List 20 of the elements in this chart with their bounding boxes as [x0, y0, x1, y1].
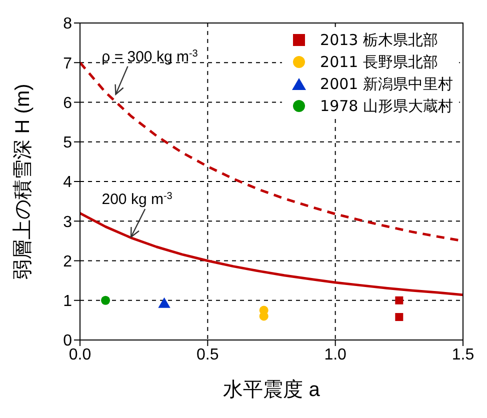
y-tick-label: 1	[63, 293, 72, 310]
y-tick-label: 8	[63, 16, 72, 33]
legend-label: 2011 長野県北部	[320, 52, 438, 72]
x-axis-title: 水平震度 a	[223, 379, 321, 401]
y-tick-label: 4	[63, 174, 72, 192]
legend-label: 1978 山形県大蔵村	[320, 96, 453, 116]
y-tick-label: 6	[63, 94, 72, 112]
legend-label: 2013 栃木県北部	[320, 30, 438, 50]
legend-label: 2001 新潟県中里村	[320, 74, 453, 94]
x-tick-label: 0.5	[196, 346, 219, 364]
annotation: 200 kg m$^{-3}$	[102, 190, 173, 208]
y-tick-label: 3	[63, 214, 72, 231]
y-tick-label: 7	[63, 55, 72, 72]
y-axis-title: 弱層上の積雪深 H (m)	[12, 84, 34, 280]
x-tick-label: 1.5	[452, 346, 474, 364]
line-series	[80, 212, 463, 296]
y-tick-label: 2	[63, 253, 72, 270]
x-tick-label: 1.0	[324, 346, 347, 364]
annotation: ρ = 300 kg m$^{-3}$	[102, 48, 198, 66]
y-tick-label: 5	[63, 134, 72, 152]
